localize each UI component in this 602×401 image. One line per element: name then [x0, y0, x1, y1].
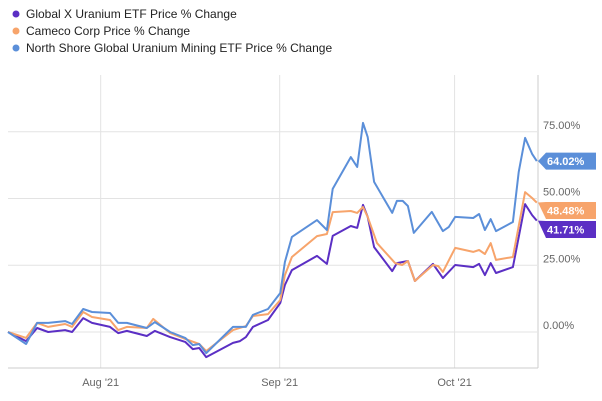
tag-background — [538, 152, 596, 170]
axes: 0.00% 25.00% 50.00% 75.00% Aug '21 Sep '21 Oct… — [8, 75, 581, 389]
y-tick-label: 75.00% — [543, 120, 581, 132]
legend: Global X Uranium ETF Price % Change Camec… — [12, 7, 332, 55]
tag-value: 48.48% — [547, 206, 585, 218]
x-tick-label: Oct '21 — [437, 377, 472, 389]
series-line — [7, 191, 538, 352]
tag-background — [538, 220, 596, 238]
tag-value: 41.71% — [547, 225, 585, 237]
series-line — [7, 121, 538, 355]
legend-marker-icon — [12, 10, 20, 18]
grid — [8, 75, 537, 368]
y-tick-label: 25.00% — [543, 253, 581, 265]
y-tick-label: 50.00% — [543, 187, 581, 199]
legend-marker-icon — [12, 27, 20, 35]
end-value-tag: 41.71% — [538, 220, 596, 238]
end-value-tag: 48.48% — [538, 202, 596, 219]
series-line — [7, 203, 538, 359]
tag-background — [538, 202, 596, 219]
series-lines — [7, 121, 538, 359]
x-tick-label: Sep '21 — [261, 377, 298, 389]
end-labels: 64.02% 48.48% 41.71% — [538, 152, 596, 238]
legend-entry: North Shore Global Uranium Mining ETF Pr… — [26, 41, 332, 55]
end-value-tag: 64.02% — [538, 152, 596, 170]
legend-entry: Cameco Corp Price % Change — [26, 24, 190, 38]
tag-value: 64.02% — [547, 156, 585, 168]
x-tick-label: Aug '21 — [82, 377, 119, 389]
y-tick-label: 0.00% — [543, 320, 574, 332]
legend-marker-icon — [12, 44, 20, 52]
legend-entry: Global X Uranium ETF Price % Change — [26, 7, 237, 21]
